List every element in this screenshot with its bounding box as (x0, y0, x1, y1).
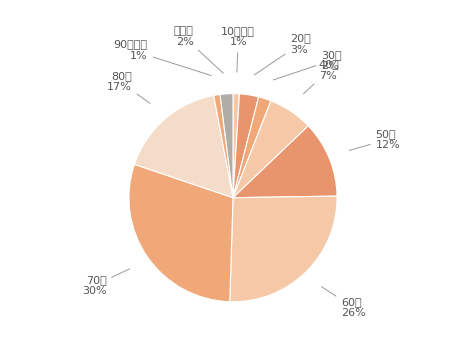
Wedge shape (233, 101, 308, 198)
Text: 90代以上
1%: 90代以上 1% (114, 39, 211, 75)
Wedge shape (214, 94, 233, 198)
Text: 20代
3%: 20代 3% (254, 33, 311, 75)
Text: 60代
26%: 60代 26% (322, 287, 366, 318)
Text: 10代以下
1%: 10代以下 1% (221, 25, 255, 72)
Wedge shape (129, 164, 233, 302)
Text: 80代
17%: 80代 17% (107, 71, 150, 103)
Wedge shape (230, 196, 337, 302)
Wedge shape (135, 95, 233, 198)
Wedge shape (233, 126, 337, 198)
Wedge shape (233, 94, 259, 198)
Wedge shape (233, 97, 271, 198)
Wedge shape (233, 94, 240, 198)
Wedge shape (220, 94, 233, 198)
Text: 無回答
2%: 無回答 2% (173, 25, 223, 73)
Text: 30代
2%: 30代 2% (273, 50, 342, 80)
Text: 50代
12%: 50代 12% (350, 129, 400, 150)
Text: 70代
30%: 70代 30% (82, 269, 130, 296)
Text: 40代
7%: 40代 7% (303, 59, 340, 94)
